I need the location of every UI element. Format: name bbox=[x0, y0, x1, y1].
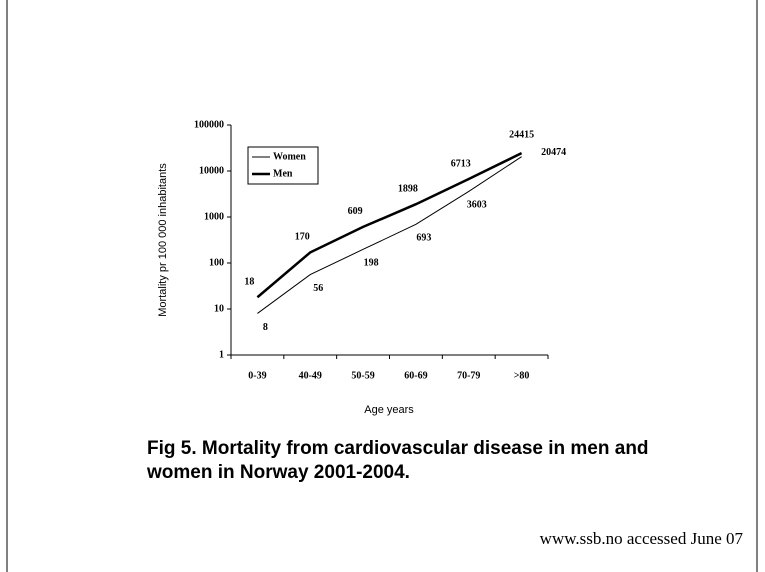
data-label: 609 bbox=[348, 206, 363, 217]
data-label: 8 bbox=[263, 322, 268, 333]
x-axis-title: Age years bbox=[364, 404, 414, 416]
slide-frame bbox=[6, 0, 758, 572]
legend-label: Women bbox=[273, 151, 306, 162]
x-tick-label: 0-39 bbox=[248, 370, 266, 381]
data-label: 56 bbox=[313, 283, 323, 294]
y-tick-label: 1000 bbox=[204, 211, 224, 222]
series-line bbox=[257, 156, 522, 314]
caption: Fig 5. Mortality from cardiovascular dis… bbox=[147, 438, 649, 483]
data-label: 6713 bbox=[451, 158, 471, 169]
legend-label: Men bbox=[273, 168, 293, 179]
data-label: 198 bbox=[364, 258, 379, 269]
x-tick-label: 70-79 bbox=[457, 370, 480, 381]
data-label: 1898 bbox=[398, 183, 418, 194]
data-label: 18 bbox=[244, 277, 254, 288]
y-tick-label: 100 bbox=[209, 257, 224, 268]
legend-box bbox=[247, 146, 319, 185]
y-tick-label: 10 bbox=[214, 303, 224, 314]
source: www.ssb.no accessed June 07 bbox=[539, 529, 743, 548]
data-label: 693 bbox=[416, 233, 431, 244]
data-label: 24415 bbox=[509, 129, 534, 140]
y-tick-label: 100000 bbox=[194, 119, 224, 130]
x-tick-label: 50-59 bbox=[351, 370, 374, 381]
data-label: 3603 bbox=[467, 200, 487, 211]
data-label: 20474 bbox=[541, 147, 566, 158]
series-line bbox=[256, 152, 523, 299]
x-tick-label: >80 bbox=[514, 370, 530, 381]
y-axis-title: Mortality pr 100 000 inhabitants bbox=[157, 163, 169, 317]
x-tick-label: 40-49 bbox=[299, 370, 322, 381]
x-tick-label: 60-69 bbox=[404, 370, 427, 381]
y-tick-label: 1 bbox=[219, 349, 224, 360]
y-tick-label: 10000 bbox=[199, 165, 224, 176]
data-label: 170 bbox=[295, 232, 310, 243]
